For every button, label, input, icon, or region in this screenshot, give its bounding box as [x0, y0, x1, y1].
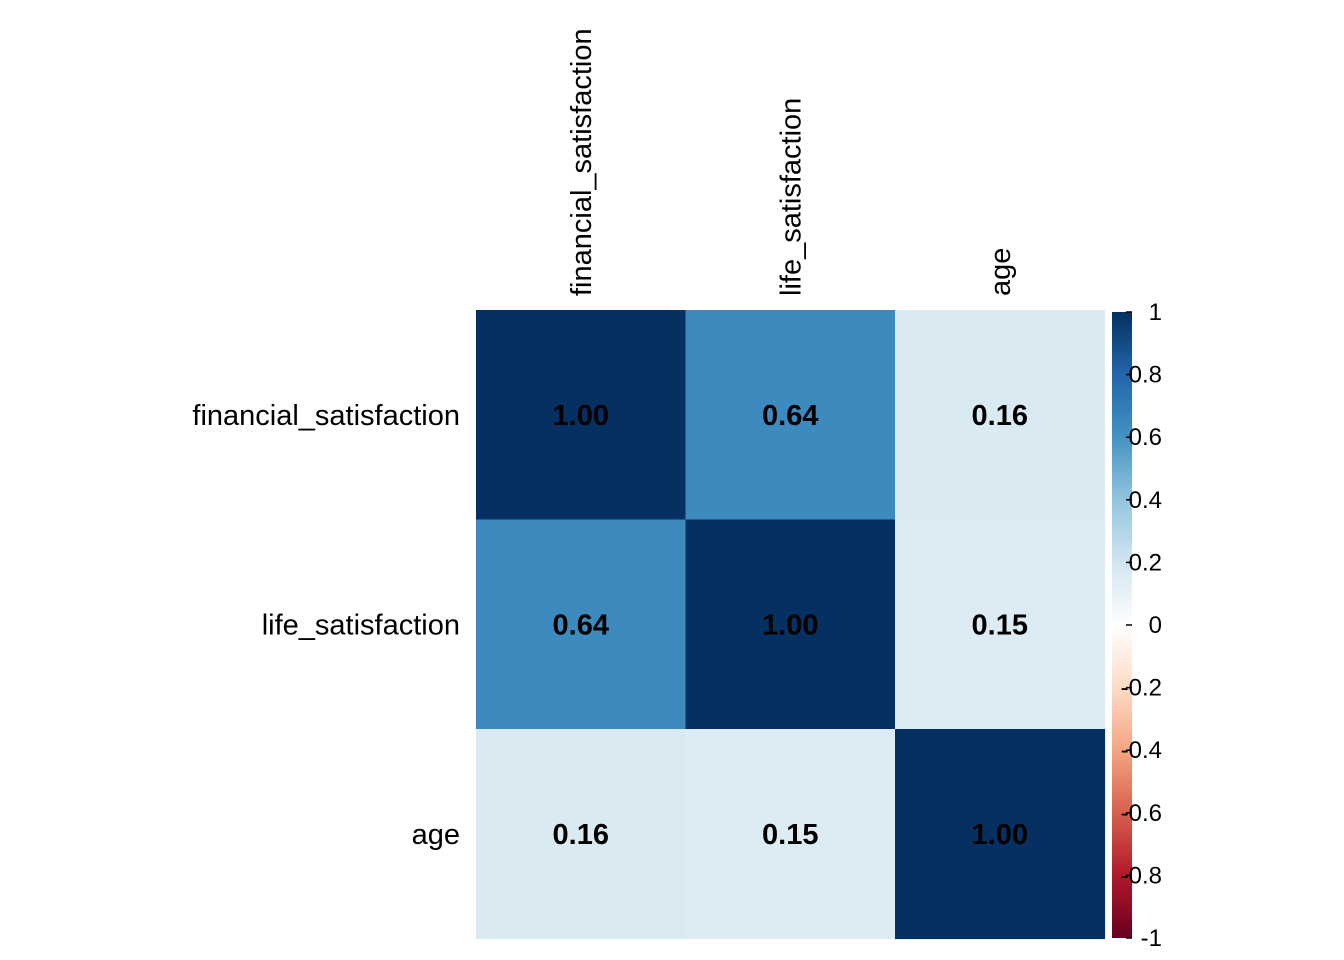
heatmap-cell-age-age: [895, 729, 1106, 940]
color-legend-tick-label: 0.2: [1129, 549, 1162, 576]
cell-value-label: 1.00: [762, 609, 818, 641]
heatmap-cell-financial_satisfaction-age: [895, 310, 1106, 521]
heatmap-cell-financial_satisfaction-financial_satisfaction: [476, 310, 687, 521]
heatmap-cell-age-life_satisfaction: [685, 729, 896, 940]
column-label-age: age: [985, 248, 1017, 296]
cell-value-label: 0.64: [762, 400, 818, 432]
heatmap-cells: [476, 310, 1106, 940]
heatmap-cell-financial_satisfaction-life_satisfaction: [685, 310, 896, 521]
cell-value-label: 0.15: [972, 609, 1028, 641]
color-legend-tick-label: 0.6: [1129, 424, 1162, 451]
color-legend-tick-label: 0.8: [1129, 362, 1162, 389]
cell-value-label: 0.64: [553, 609, 609, 641]
color-legend-tick-label: -1: [1141, 925, 1162, 952]
cell-value-label: 0.15: [762, 819, 818, 851]
row-label-life_satisfaction: life_satisfaction: [262, 609, 460, 641]
cell-value-label: 0.16: [553, 819, 609, 851]
cell-value-label: 1.00: [553, 400, 609, 432]
color-legend-tick-label: -0.2: [1121, 675, 1162, 702]
cell-value-label: 1.00: [972, 819, 1028, 851]
color-legend-tick-label: -0.8: [1121, 862, 1162, 889]
color-legend-tick-label: 1: [1149, 299, 1162, 326]
color-legend-tick-label: 0: [1149, 612, 1162, 639]
color-legend-tick-label: -0.4: [1121, 737, 1162, 764]
color-legend-tick-label: 0.4: [1129, 487, 1162, 514]
column-label-life_satisfaction: life_satisfaction: [775, 98, 807, 296]
cell-value-labels: 1.00 0.64 0.16 0.64 1.00 0.15 0.16 0.15 1.00: [553, 400, 1028, 851]
heatmap-cell-life_satisfaction-life_satisfaction: [685, 519, 896, 730]
heatmap-cell-life_satisfaction-financial_satisfaction: [476, 519, 687, 730]
color-legend-tick-label: -0.6: [1121, 800, 1162, 827]
heatmap-cell-life_satisfaction-age: [895, 519, 1106, 730]
column-label-financial_satisfaction: financial_satisfaction: [566, 28, 598, 296]
cell-value-label: 0.16: [972, 400, 1028, 432]
color-legend-bar: [1112, 312, 1132, 938]
row-labels: financial_satisfaction life_satisfactiona…: [192, 400, 460, 851]
heatmap-cell-age-financial_satisfaction: [476, 729, 687, 940]
color-legend: 1 0.8 0.6 0.4 0.2 0 -0.2 -0.4 -0.6 -0.8 -1: [1112, 299, 1162, 952]
row-label-age: age: [412, 819, 460, 851]
row-label-financial_satisfaction: financial_satisfaction: [192, 400, 460, 432]
